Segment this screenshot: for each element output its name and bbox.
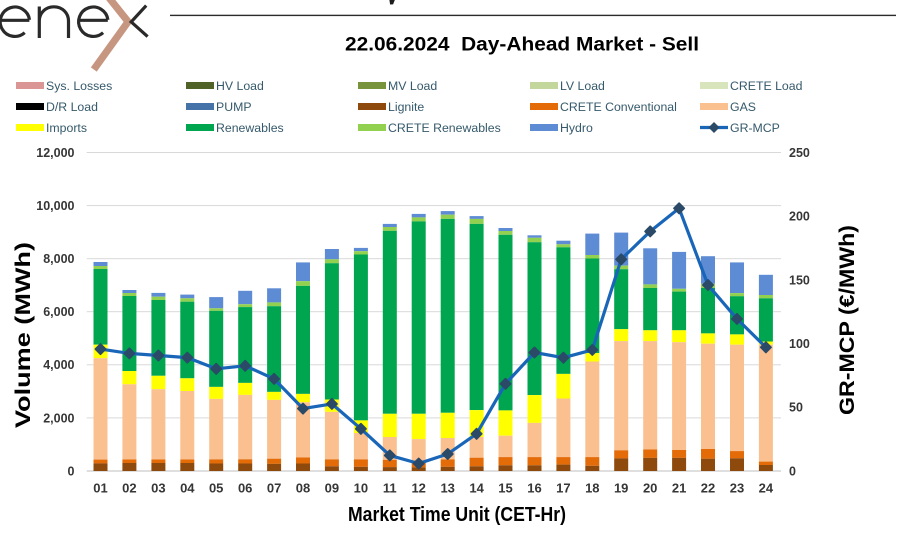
svg-text:GR-MCP (€/MWh): GR-MCP (€/MWh): [836, 225, 859, 415]
svg-text:01: 01: [93, 481, 107, 496]
svg-text:07: 07: [267, 481, 281, 496]
svg-text:50: 50: [789, 401, 803, 415]
svg-text:Imports: Imports: [46, 121, 87, 135]
svg-text:GR-MCP: GR-MCP: [730, 121, 780, 135]
svg-text:Renewables: Renewables: [216, 121, 284, 135]
svg-text:09: 09: [325, 481, 339, 496]
svg-text:GAS: GAS: [730, 100, 756, 114]
svg-text:22.06.2024 Day-Ahead Market -: 22.06.2024 Day-Ahead Market - Sell: [345, 34, 699, 56]
svg-text:17: 17: [556, 481, 570, 496]
svg-text:CRETE Conventional: CRETE Conventional: [560, 100, 677, 114]
svg-text:04: 04: [180, 481, 195, 496]
svg-text:18: 18: [585, 481, 599, 496]
svg-text:Sys. Losses: Sys. Losses: [46, 79, 112, 93]
svg-text:LV Load: LV Load: [560, 79, 605, 93]
svg-text:22: 22: [701, 481, 715, 496]
svg-text:CRETE Renewables: CRETE Renewables: [388, 121, 501, 135]
svg-text:D/R Load: D/R Load: [46, 100, 98, 114]
svg-text:05: 05: [209, 481, 223, 496]
svg-text:6,000: 6,000: [43, 305, 74, 319]
svg-text:10,000: 10,000: [36, 199, 74, 213]
svg-text:Volume (MWh): Volume (MWh): [12, 242, 35, 428]
svg-text:20: 20: [643, 481, 657, 496]
svg-text:10: 10: [354, 481, 368, 496]
svg-text:Hydro: Hydro: [560, 121, 593, 135]
svg-text:24: 24: [759, 481, 774, 496]
svg-text:200: 200: [789, 210, 810, 224]
svg-text:13: 13: [440, 481, 454, 496]
svg-text:Market Time Unit (CET-Hr): Market Time Unit (CET-Hr): [348, 504, 566, 526]
svg-text:Lignite: Lignite: [388, 100, 424, 114]
svg-text:2,000: 2,000: [43, 411, 74, 425]
svg-text:MV Load: MV Load: [388, 79, 437, 93]
svg-text:11: 11: [383, 481, 397, 496]
svg-text:CRETE Load: CRETE Load: [730, 79, 803, 93]
svg-text:16: 16: [527, 481, 541, 496]
svg-text:15: 15: [498, 481, 512, 496]
svg-text:03: 03: [151, 481, 165, 496]
svg-text:02: 02: [122, 481, 136, 496]
svg-text:4,000: 4,000: [43, 358, 74, 372]
svg-text:100: 100: [789, 337, 810, 351]
svg-text:14: 14: [469, 481, 484, 496]
svg-text:19: 19: [614, 481, 628, 496]
svg-text:12: 12: [411, 481, 425, 496]
svg-text:0: 0: [68, 464, 75, 478]
svg-text:8,000: 8,000: [43, 252, 74, 266]
svg-text:0: 0: [789, 464, 796, 478]
svg-text:12,000: 12,000: [36, 146, 74, 160]
svg-text:23: 23: [730, 481, 744, 496]
svg-text:06: 06: [238, 481, 252, 496]
svg-text:PUMP: PUMP: [216, 100, 252, 114]
svg-text:08: 08: [296, 481, 310, 496]
svg-text:21: 21: [672, 481, 686, 496]
svg-text:150: 150: [789, 273, 810, 287]
svg-text:HV Load: HV Load: [216, 79, 264, 93]
svg-text:250: 250: [789, 146, 810, 160]
